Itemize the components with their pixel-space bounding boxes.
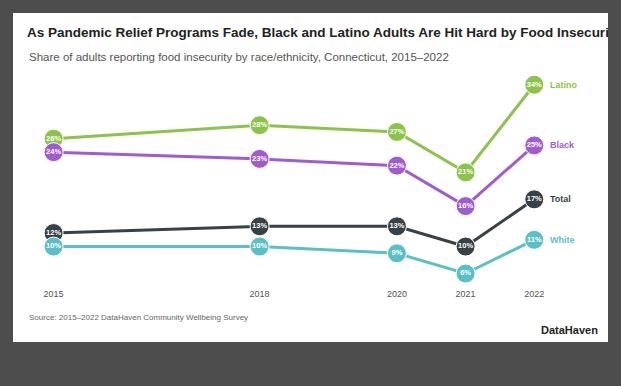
- svg-text:10%: 10%: [46, 241, 61, 250]
- svg-text:25%: 25%: [527, 140, 542, 149]
- svg-text:2021: 2021: [456, 289, 476, 299]
- svg-text:DataHaven: DataHaven: [541, 324, 598, 336]
- svg-text:13%: 13%: [389, 221, 404, 230]
- svg-text:10%: 10%: [252, 241, 267, 250]
- svg-text:Black: Black: [550, 140, 575, 150]
- svg-text:13%: 13%: [252, 221, 267, 230]
- svg-text:27%: 27%: [389, 127, 404, 136]
- svg-text:As Pandemic Relief Programs Fa: As Pandemic Relief Programs Fade, Black …: [27, 25, 608, 40]
- svg-text:16%: 16%: [458, 201, 473, 210]
- svg-text:10%: 10%: [458, 241, 473, 250]
- svg-text:2015: 2015: [44, 289, 64, 299]
- svg-text:23%: 23%: [252, 154, 267, 163]
- svg-text:26%: 26%: [46, 134, 61, 143]
- svg-text:Share of adults reporting food: Share of adults reporting food insecurit…: [29, 51, 449, 63]
- svg-text:22%: 22%: [389, 161, 404, 170]
- svg-text:White: White: [550, 235, 575, 245]
- svg-text:6%: 6%: [460, 268, 471, 277]
- svg-text:Source: 2015–2022 DataHaven Co: Source: 2015–2022 DataHaven Community We…: [29, 313, 248, 322]
- svg-text:2018: 2018: [250, 289, 270, 299]
- svg-text:28%: 28%: [252, 120, 267, 129]
- svg-text:Total: Total: [550, 194, 571, 204]
- svg-text:2020: 2020: [387, 289, 407, 299]
- svg-text:34%: 34%: [527, 80, 542, 89]
- svg-text:12%: 12%: [46, 228, 61, 237]
- svg-text:17%: 17%: [527, 194, 542, 203]
- svg-text:11%: 11%: [527, 235, 542, 244]
- svg-text:2022: 2022: [524, 289, 544, 299]
- svg-text:Latino: Latino: [550, 80, 577, 90]
- svg-text:9%: 9%: [392, 248, 403, 257]
- svg-text:24%: 24%: [46, 147, 61, 156]
- svg-text:21%: 21%: [458, 167, 473, 176]
